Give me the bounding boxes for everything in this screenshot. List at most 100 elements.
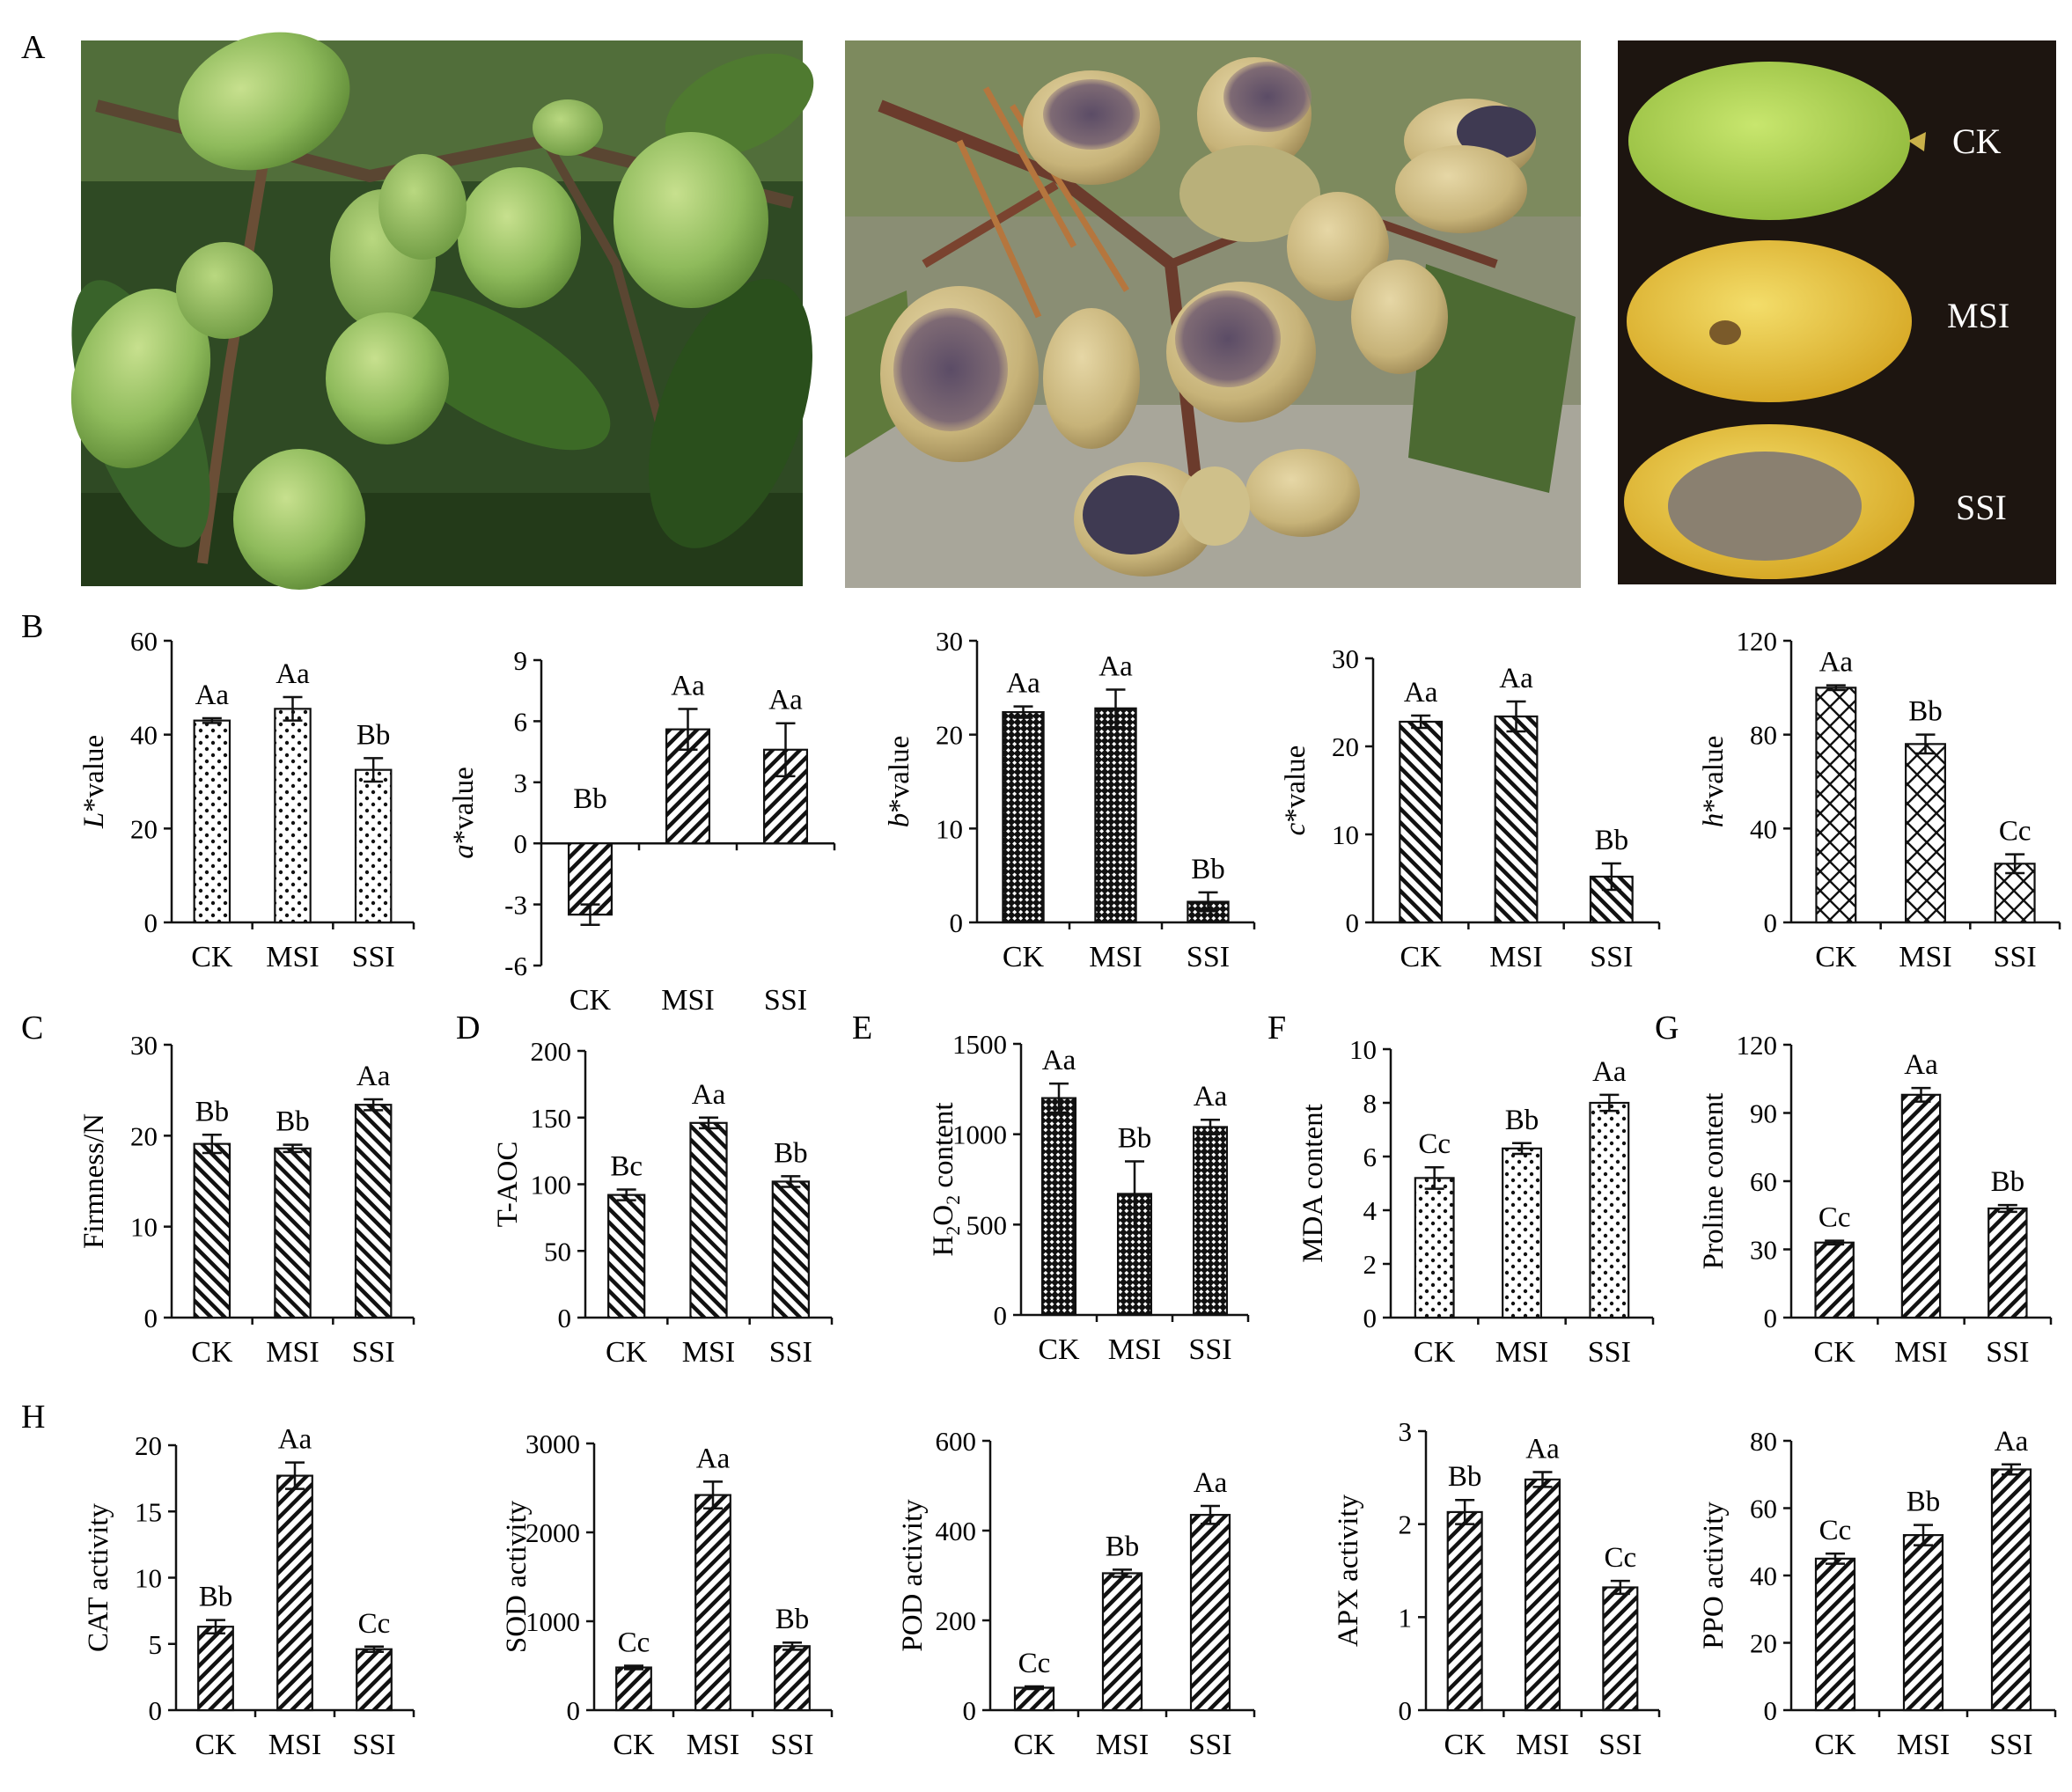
y-tick-label: 20 — [135, 1430, 162, 1461]
y-axis-label: Proline content — [1698, 1093, 1730, 1270]
significance-label: Aa — [276, 658, 310, 690]
bar-ck — [615, 1666, 652, 1712]
bar-chart-11: 0 5 10 15 20 Bb CK Aa MSI Cc SSI CAT activity — [83, 1424, 415, 1761]
y-tick-label: 3 — [1399, 1416, 1413, 1447]
significance-label: Bb — [356, 719, 391, 751]
x-tick-label: CK — [606, 1336, 648, 1369]
bar-ck — [193, 1142, 231, 1319]
y-tick-label: -3 — [504, 890, 527, 921]
bar-chart-4: 0 10 20 30 Aa CK Aa MSI Bb SSI c*value — [1280, 643, 1661, 973]
y-tick-label: 500 — [966, 1209, 1008, 1240]
panel-label-e: E — [852, 1010, 872, 1047]
y-tick-label: 80 — [1750, 720, 1777, 751]
bar-ck — [193, 719, 231, 924]
significance-label: Aa — [278, 1424, 312, 1456]
y-tick-label: 0 — [144, 1303, 158, 1333]
y-tick-label: -6 — [504, 951, 527, 981]
x-tick-label: MSI — [1894, 1336, 1947, 1369]
y-axis-label: CAT activity — [83, 1503, 114, 1652]
bar-ck — [1399, 720, 1444, 924]
y-tick-label: 400 — [936, 1516, 977, 1546]
bar-chart-12: 0 1000 2000 3000 Cc CK Aa MSI Bb SSI SOD activity — [501, 1428, 834, 1761]
x-tick-label: MSI — [1897, 1729, 1950, 1761]
panel-label-b: B — [21, 608, 43, 645]
bar-msi — [689, 1121, 728, 1319]
significance-label: Cc — [1999, 816, 2032, 848]
bar-ck — [1814, 1241, 1855, 1319]
y-tick-label: 0 — [149, 1695, 163, 1726]
x-tick-label: CK — [1038, 1333, 1080, 1366]
y-tick-label: 10 — [130, 1212, 158, 1243]
y-tick-label: 2000 — [525, 1517, 580, 1548]
bar-ck — [1002, 710, 1045, 924]
y-tick-label: 200 — [936, 1605, 977, 1636]
y-tick-label: 20 — [1750, 1628, 1777, 1659]
y-tick-label: 40 — [1750, 813, 1777, 844]
x-tick-label: MSI — [1089, 941, 1142, 973]
y-tick-label: 20 — [936, 720, 963, 751]
bar-chart-2: -6 -3 0 3 6 9 Bb CK Aa MSI Aa SSI a*value — [448, 645, 836, 1017]
bar-ssi — [354, 1104, 393, 1319]
y-axis-label: Firmness/N — [78, 1113, 110, 1249]
x-tick-label: SSI — [1989, 1729, 2032, 1761]
y-tick-label: 2 — [1363, 1249, 1378, 1280]
bar-msi — [274, 708, 312, 924]
y-tick-label: 3000 — [525, 1428, 580, 1459]
x-tick-label: MSI — [1516, 1729, 1569, 1761]
panel-label-h: H — [21, 1399, 45, 1436]
significance-label: Bb — [1908, 696, 1943, 728]
bar-msi — [1494, 715, 1539, 924]
y-tick-label: 80 — [1750, 1426, 1777, 1457]
significance-label: Cc — [1819, 1202, 1851, 1234]
x-tick-label: SSI — [1994, 941, 2037, 973]
y-tick-label: 4 — [1363, 1195, 1378, 1226]
bar-ck — [1013, 1686, 1055, 1712]
y-axis-label: PPO activity — [1698, 1502, 1730, 1649]
x-tick-label: CK — [1400, 941, 1443, 973]
y-tick-label: 0 — [963, 1695, 977, 1726]
y-tick-label: 90 — [1750, 1098, 1777, 1129]
y-tick-label: 0 — [144, 907, 158, 938]
bar-msi — [276, 1474, 313, 1712]
significance-label: Aa — [1194, 1081, 1228, 1113]
significance-label: Cc — [358, 1608, 391, 1640]
x-tick-label: CK — [191, 1336, 233, 1369]
y-tick-label: 10 — [1332, 819, 1359, 850]
x-tick-label: MSI — [1096, 1729, 1149, 1761]
significance-label: Aa — [1525, 1433, 1560, 1465]
significance-label: Cc — [1418, 1128, 1451, 1160]
panel-label-c: C — [21, 1010, 43, 1047]
x-tick-label: CK — [569, 984, 612, 1017]
x-tick-label: MSI — [266, 941, 319, 973]
y-axis-label: H2O2 content — [928, 1102, 964, 1256]
bar-ck — [1814, 1557, 1856, 1712]
y-tick-label: 60 — [1750, 1166, 1777, 1197]
y-tick-label: 6 — [1363, 1142, 1378, 1172]
bar-ssi — [771, 1180, 810, 1319]
x-tick-label: CK — [613, 1729, 655, 1761]
bar-chart-3: 0 10 20 30 Aa CK Aa MSI Bb SSI b*value — [884, 626, 1256, 973]
x-tick-label: CK — [1013, 1729, 1055, 1761]
y-tick-label: 0 — [558, 1303, 572, 1333]
y-tick-label: 10 — [135, 1563, 162, 1594]
bar-msi — [1094, 707, 1137, 924]
bar-msi — [1905, 743, 1946, 924]
significance-label: Bb — [774, 1137, 808, 1169]
significance-label: Bb — [195, 1096, 230, 1127]
y-axis-label: SOD activity — [501, 1500, 533, 1653]
y-tick-label: 40 — [1750, 1561, 1777, 1591]
y-tick-label: 10 — [1349, 1034, 1377, 1065]
significance-label: Bb — [1106, 1531, 1140, 1562]
x-tick-label: SSI — [1188, 1333, 1231, 1366]
bar-msi — [1902, 1533, 1944, 1712]
x-tick-label: SSI — [352, 941, 395, 973]
significance-label: Bb — [573, 783, 607, 815]
bar-msi — [274, 1147, 312, 1319]
significance-label: Aa — [1904, 1049, 1938, 1081]
significance-label: Bb — [775, 1604, 810, 1635]
significance-label: Aa — [1194, 1467, 1228, 1499]
significance-label: Cc — [1604, 1542, 1636, 1574]
y-tick-label: 60 — [1750, 1494, 1777, 1524]
y-tick-label: 0 — [1346, 907, 1360, 938]
y-tick-label: 40 — [130, 720, 158, 751]
